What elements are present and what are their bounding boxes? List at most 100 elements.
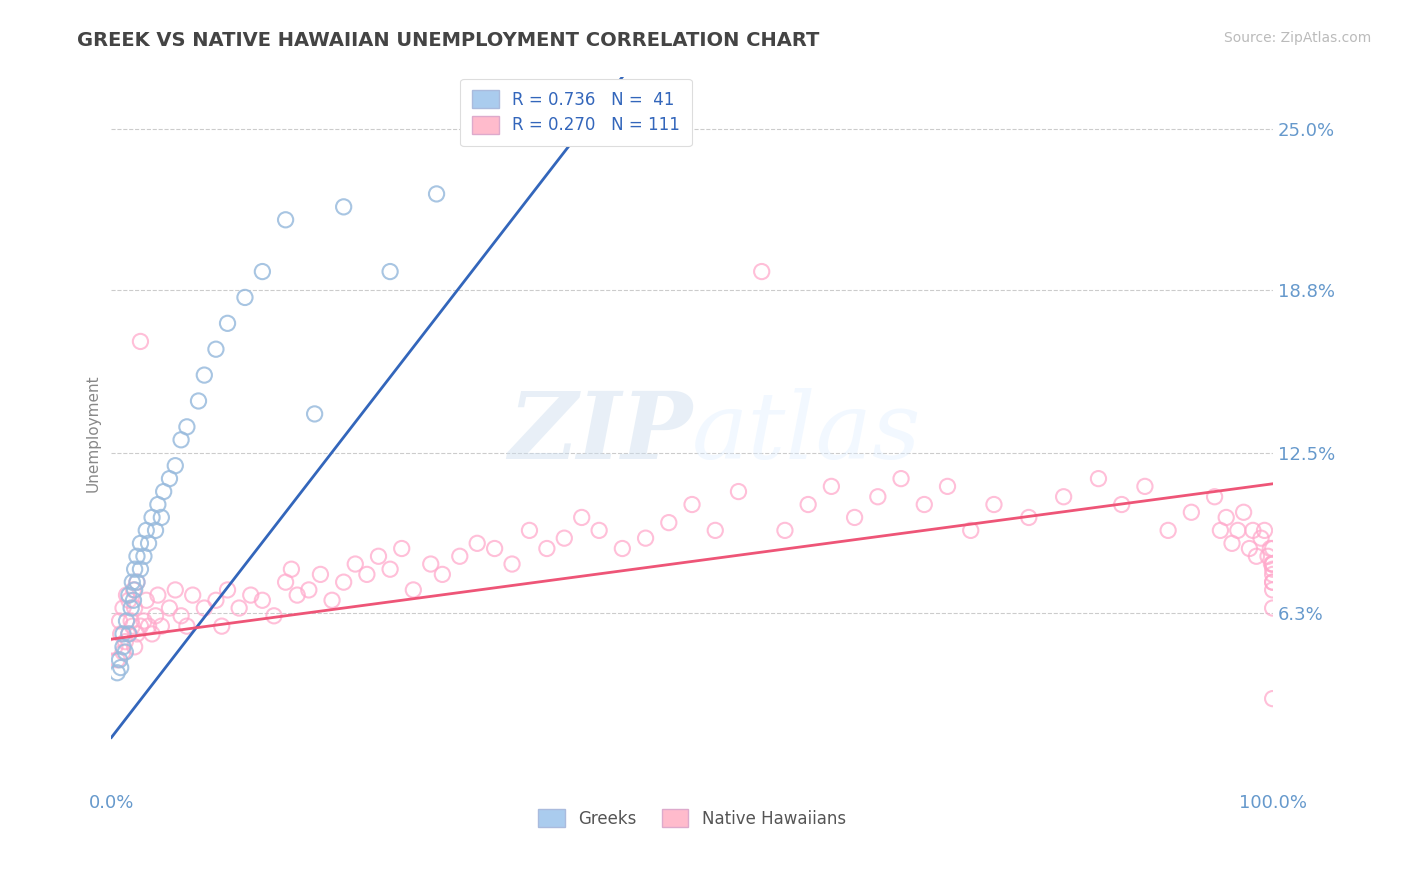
Point	[165, 458, 187, 473]
Point	[484, 541, 506, 556]
Point	[146, 588, 169, 602]
Point	[132, 614, 155, 628]
Point	[118, 588, 141, 602]
Point	[187, 394, 209, 409]
Point	[125, 627, 148, 641]
Point	[501, 557, 523, 571]
Point	[1239, 541, 1261, 556]
Point	[1087, 472, 1109, 486]
Point	[110, 627, 132, 641]
Point	[1261, 575, 1284, 590]
Point	[111, 627, 134, 641]
Point	[125, 549, 148, 564]
Point	[1226, 524, 1249, 538]
Point	[176, 420, 198, 434]
Point	[115, 614, 138, 628]
Point	[129, 334, 152, 349]
Point	[121, 575, 143, 590]
Point	[252, 593, 274, 607]
Point	[205, 342, 228, 356]
Point	[1261, 557, 1284, 571]
Point	[150, 510, 173, 524]
Point	[1241, 524, 1264, 538]
Point	[1133, 479, 1156, 493]
Point	[1250, 531, 1272, 545]
Point	[108, 614, 131, 628]
Point	[124, 601, 146, 615]
Point	[111, 645, 134, 659]
Point	[104, 640, 127, 654]
Point	[1215, 510, 1237, 524]
Point	[449, 549, 471, 564]
Point	[402, 582, 425, 597]
Point	[378, 264, 401, 278]
Text: ZIP: ZIP	[508, 388, 692, 478]
Point	[193, 368, 215, 383]
Point	[263, 608, 285, 623]
Point	[124, 582, 146, 597]
Point	[118, 627, 141, 641]
Point	[111, 601, 134, 615]
Point	[118, 593, 141, 607]
Point	[141, 510, 163, 524]
Point	[298, 582, 321, 597]
Point	[936, 479, 959, 493]
Point	[170, 433, 193, 447]
Point	[304, 407, 326, 421]
Point	[239, 588, 262, 602]
Point	[129, 619, 152, 633]
Point	[571, 510, 593, 524]
Point	[176, 619, 198, 633]
Point	[1111, 498, 1133, 512]
Point	[211, 619, 233, 633]
Point	[115, 588, 138, 602]
Point	[170, 608, 193, 623]
Point	[959, 524, 981, 538]
Point	[465, 536, 488, 550]
Point	[124, 562, 146, 576]
Point	[114, 645, 136, 659]
Point	[193, 601, 215, 615]
Point	[135, 593, 157, 607]
Point	[145, 608, 167, 623]
Point	[122, 582, 145, 597]
Point	[125, 575, 148, 590]
Point	[108, 653, 131, 667]
Point	[159, 601, 181, 615]
Point	[367, 549, 389, 564]
Point	[111, 640, 134, 654]
Point	[121, 619, 143, 633]
Point	[1257, 549, 1279, 564]
Point	[332, 575, 354, 590]
Point	[1204, 490, 1226, 504]
Point	[612, 541, 634, 556]
Point	[553, 531, 575, 545]
Point	[252, 264, 274, 278]
Point	[727, 484, 749, 499]
Point	[138, 536, 160, 550]
Point	[704, 524, 727, 538]
Point	[432, 567, 454, 582]
Point	[205, 593, 228, 607]
Point	[118, 627, 141, 641]
Point	[1233, 505, 1256, 519]
Point	[983, 498, 1005, 512]
Point	[681, 498, 703, 512]
Point	[536, 541, 558, 556]
Point	[356, 567, 378, 582]
Point	[391, 541, 413, 556]
Point	[344, 557, 367, 571]
Point	[378, 562, 401, 576]
Point	[332, 200, 354, 214]
Point	[146, 498, 169, 512]
Point	[658, 516, 681, 530]
Point	[105, 665, 128, 680]
Point	[105, 653, 128, 667]
Point	[150, 619, 173, 633]
Point	[181, 588, 204, 602]
Point	[1018, 510, 1040, 524]
Point	[1261, 567, 1284, 582]
Text: Source: ZipAtlas.com: Source: ZipAtlas.com	[1223, 31, 1371, 45]
Point	[1261, 691, 1284, 706]
Legend: Greeks, Native Hawaiians: Greeks, Native Hawaiians	[531, 802, 852, 834]
